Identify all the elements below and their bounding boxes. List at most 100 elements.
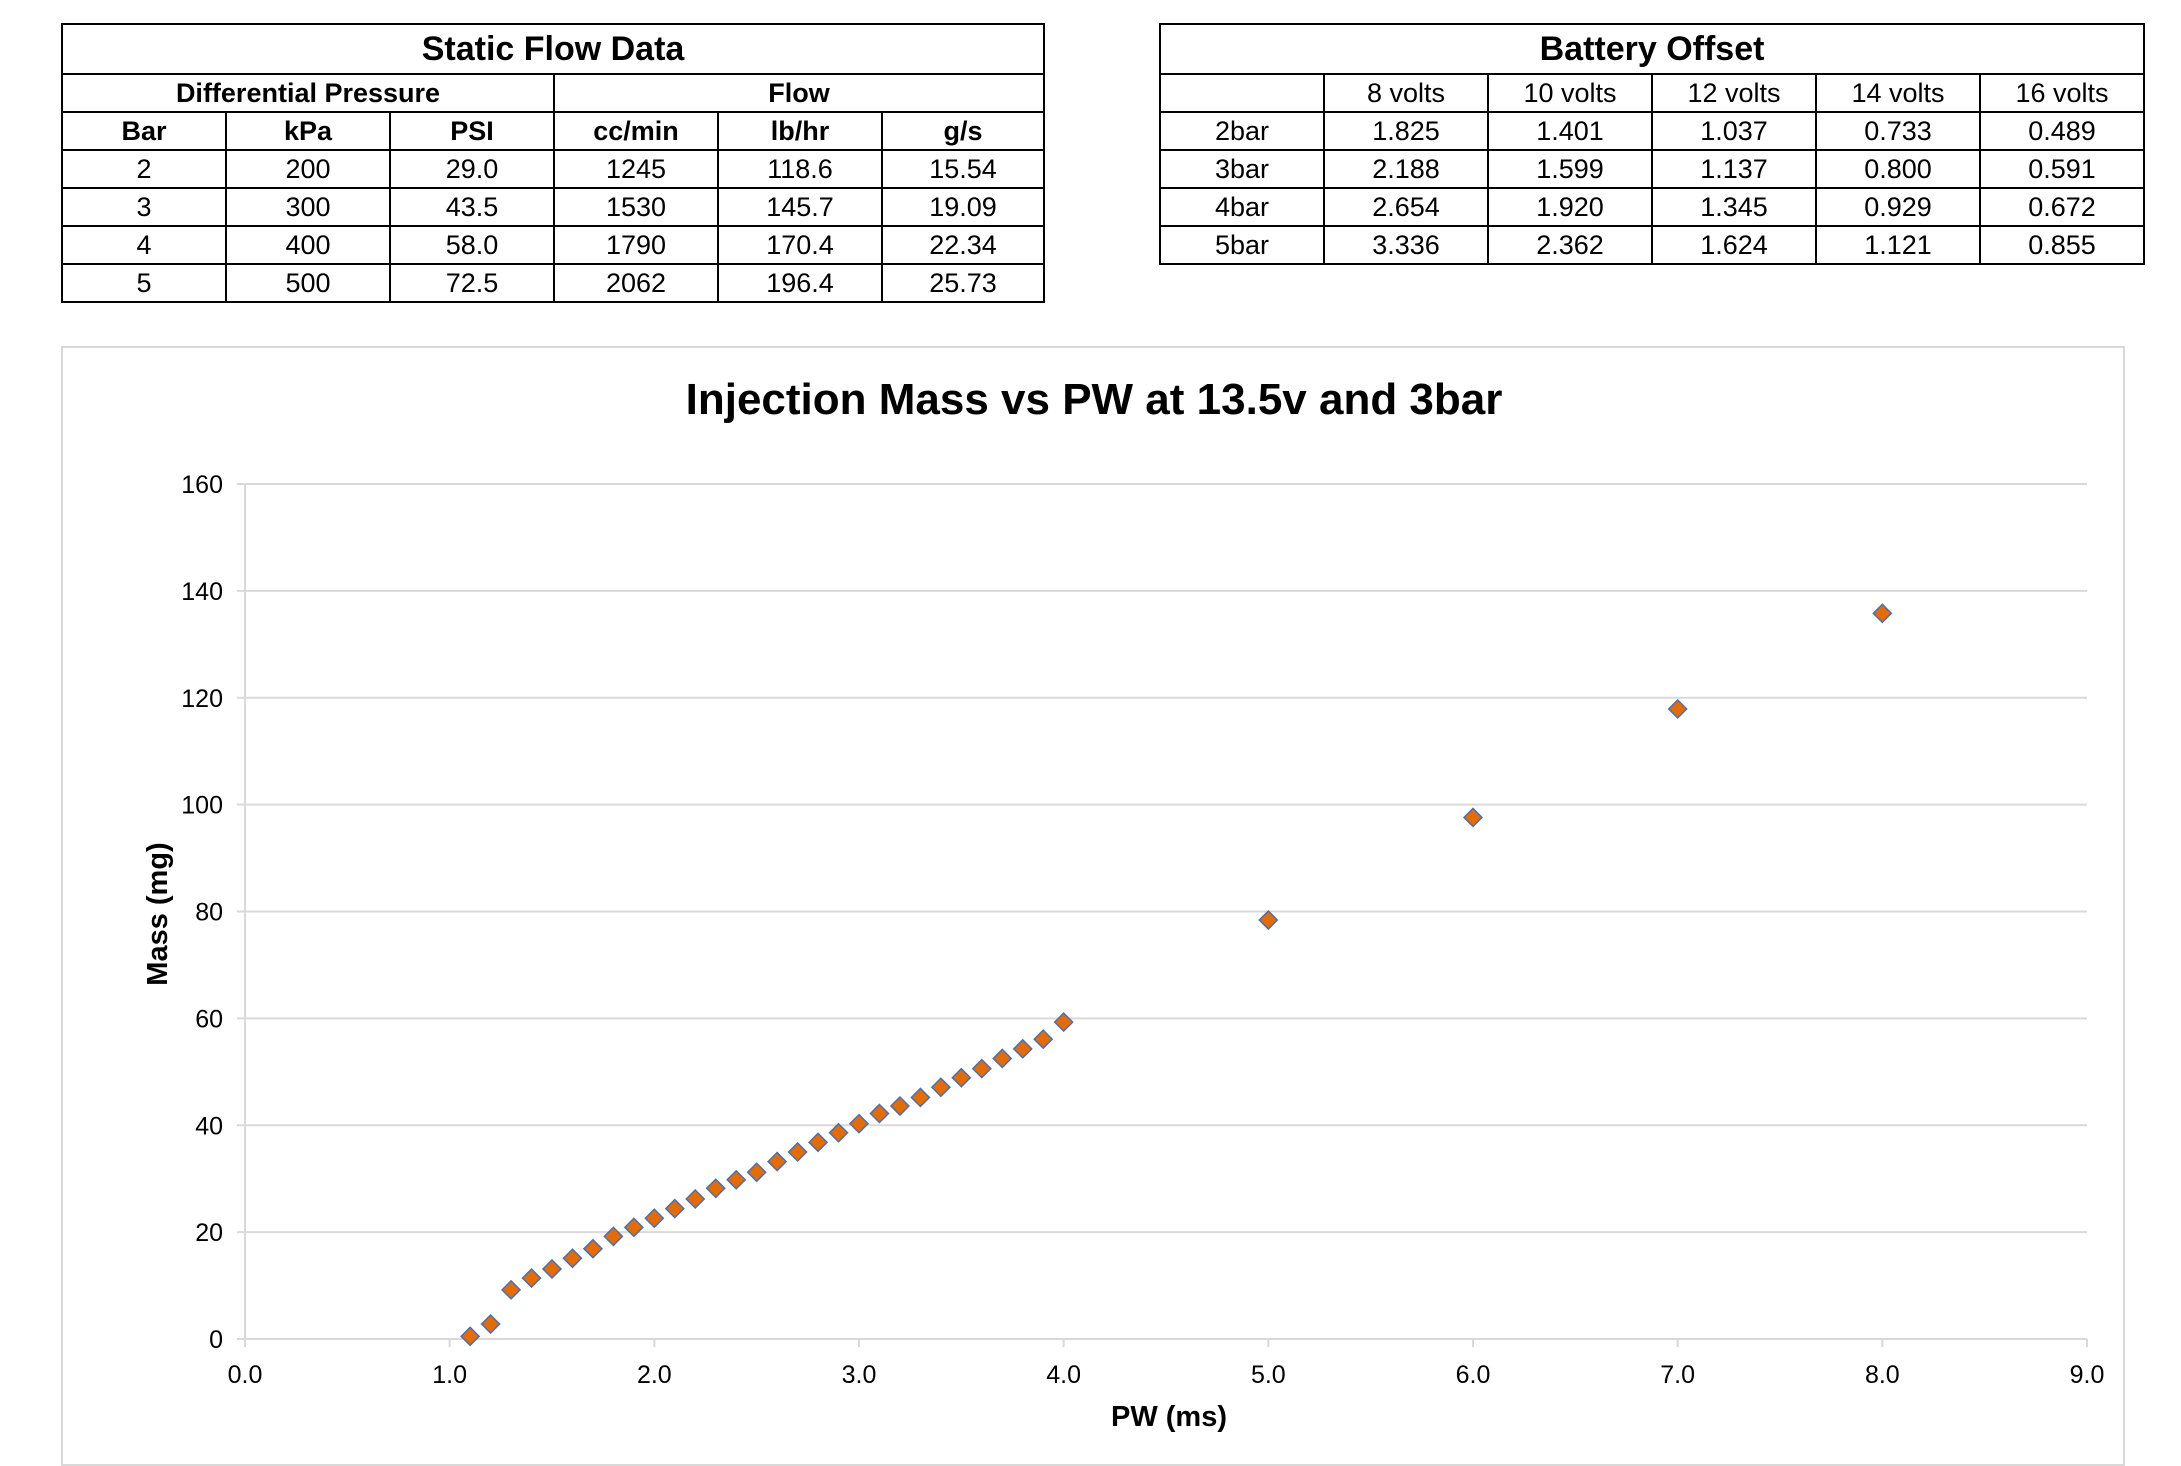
- table-cell: 43.5: [389, 187, 555, 227]
- table-cell: 0.672: [1978, 187, 2146, 227]
- data-point: [1053, 1012, 1074, 1033]
- table-cell: 3bar: [1159, 149, 1325, 189]
- column-header: lb/hr: [717, 111, 883, 151]
- table-cell: 0.929: [1815, 187, 1981, 227]
- column-header-row: 8 volts 10 volts 12 volts 14 volts 16 vo…: [1159, 73, 2146, 113]
- data-point: [1012, 1038, 1033, 1059]
- table-cell: 19.09: [880, 187, 1046, 227]
- table-cell: 3.336: [1323, 225, 1489, 265]
- table-cell: 400: [225, 225, 391, 265]
- column-header: kPa: [225, 111, 391, 151]
- y-tick-label: 100: [181, 792, 223, 820]
- column-header: 16 volts: [1978, 73, 2146, 113]
- data-point: [971, 1058, 992, 1079]
- table-row: 2bar 1.825 1.401 1.037 0.733 0.489: [1159, 111, 2146, 151]
- table-row: 3 300 43.5 1530 145.7 19.09: [61, 187, 1046, 227]
- y-tick-label: 80: [195, 899, 223, 927]
- column-header: 8 volts: [1323, 73, 1489, 113]
- data-point: [664, 1198, 685, 1219]
- data-point: [705, 1178, 726, 1199]
- data-point: [541, 1258, 563, 1280]
- x-tick-label: 8.0: [1865, 1361, 1900, 1389]
- data-point: [562, 1248, 583, 1269]
- data-point: [828, 1122, 849, 1143]
- data-point: [869, 1103, 890, 1124]
- y-tick-label: 60: [195, 1005, 223, 1033]
- table-cell: 1.037: [1651, 111, 1817, 151]
- group-header-flow: Flow: [552, 73, 1046, 113]
- data-point: [582, 1238, 603, 1259]
- table-cell: 1790: [553, 225, 719, 265]
- column-header: g/s: [880, 111, 1046, 151]
- table-cell: 1245: [553, 149, 719, 189]
- column-header: PSI: [389, 111, 555, 151]
- table-cell: 2bar: [1159, 111, 1325, 151]
- data-point: [1033, 1029, 1054, 1050]
- y-axis-label: Mass (mg): [142, 842, 174, 985]
- x-tick-label: 1.0: [432, 1361, 467, 1389]
- gridlines: [245, 483, 2087, 1340]
- table-cell: 25.73: [880, 263, 1046, 303]
- data-point: [992, 1048, 1013, 1069]
- table-cell: 1.137: [1651, 149, 1817, 189]
- data-point: [685, 1188, 706, 1210]
- table-cell: 0.591: [1978, 149, 2146, 189]
- battery-offset-title: Battery Offset: [1158, 23, 2146, 75]
- table-cell: 118.6: [717, 149, 883, 189]
- table-cell: 4bar: [1159, 187, 1325, 227]
- table-cell: 3: [61, 187, 227, 227]
- column-header: [1159, 73, 1325, 113]
- table-cell: 4: [61, 225, 227, 265]
- data-point: [501, 1279, 522, 1300]
- table-cell: 170.4: [717, 225, 883, 265]
- data-point: [808, 1132, 829, 1153]
- data-point: [1258, 909, 1279, 931]
- table-cell: 5bar: [1159, 225, 1325, 265]
- table-cell: 1.345: [1651, 187, 1817, 227]
- table-cell: 1.121: [1815, 225, 1981, 265]
- data-point: [910, 1087, 931, 1108]
- static-flow-title: Static Flow Data: [60, 23, 1046, 75]
- y-tick-label: 40: [195, 1112, 223, 1140]
- table-cell: 58.0: [389, 225, 555, 265]
- column-header: cc/min: [553, 111, 719, 151]
- x-tick-label: 0.0: [228, 1361, 263, 1389]
- data-point: [480, 1313, 501, 1335]
- table-row: 5bar 3.336 2.362 1.624 1.121 0.855: [1159, 225, 2146, 265]
- column-header: 12 volts: [1651, 73, 1817, 113]
- x-tick-label: 5.0: [1251, 1361, 1286, 1389]
- group-header-differential-pressure: Differential Pressure: [61, 73, 555, 113]
- battery-offset-table: Battery Offset 8 volts 10 volts 12 volts…: [1158, 23, 2146, 265]
- data-point: [726, 1169, 747, 1190]
- table-cell: 1.599: [1487, 149, 1653, 189]
- data-point: [787, 1141, 808, 1163]
- data-point: [644, 1208, 665, 1229]
- data-points: [460, 603, 1893, 1347]
- table-cell: 0.800: [1815, 149, 1981, 189]
- x-tick-label: 6.0: [1456, 1361, 1491, 1389]
- table-cell: 2.654: [1323, 187, 1489, 227]
- data-point: [746, 1162, 767, 1183]
- table-cell: 1.624: [1651, 225, 1817, 265]
- table-cell: 0.855: [1978, 225, 2146, 265]
- table-row: 2 200 29.0 1245 118.6 15.54: [61, 149, 1046, 189]
- data-point: [1462, 807, 1484, 828]
- table-cell: 300: [225, 187, 391, 227]
- chart-title: Injection Mass vs PW at 13.5v and 3bar: [686, 375, 1503, 424]
- table-cell: 2062: [553, 263, 719, 303]
- y-tick-label: 0: [209, 1326, 223, 1354]
- data-point: [603, 1226, 624, 1247]
- x-tick-label: 2.0: [637, 1361, 672, 1389]
- y-tick-label: 120: [181, 685, 223, 713]
- table-cell: 22.34: [880, 225, 1046, 265]
- data-point: [623, 1217, 644, 1238]
- table-cell: 1530: [553, 187, 719, 227]
- data-point: [460, 1326, 481, 1347]
- table-cell: 1.401: [1487, 111, 1653, 151]
- table-cell: 500: [225, 263, 391, 303]
- table-cell: 145.7: [717, 187, 883, 227]
- table-row: 4bar 2.654 1.920 1.345 0.929 0.672: [1159, 187, 2146, 227]
- table-cell: 29.0: [389, 149, 555, 189]
- x-tick-label: 3.0: [842, 1361, 877, 1389]
- static-flow-table: Static Flow Data Differential Pressure F…: [60, 23, 1046, 303]
